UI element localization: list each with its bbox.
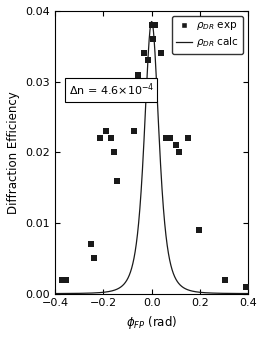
- Legend: $\rho_{DR}$ exp, $\rho_{DR}$ calc: $\rho_{DR}$ exp, $\rho_{DR}$ calc: [172, 16, 243, 54]
- Point: [153, 22, 157, 28]
- Point: [128, 79, 132, 84]
- Point: [149, 22, 154, 28]
- Point: [112, 150, 116, 155]
- Point: [159, 51, 163, 56]
- Point: [92, 256, 96, 261]
- Point: [142, 51, 147, 56]
- Point: [131, 128, 136, 134]
- Point: [174, 143, 178, 148]
- Point: [136, 72, 140, 77]
- Point: [151, 37, 155, 42]
- X-axis label: $\phi_{FP}$ (rad): $\phi_{FP}$ (rad): [126, 314, 177, 331]
- Point: [64, 277, 68, 282]
- Point: [177, 150, 182, 155]
- Y-axis label: Diffraction Efficiency: Diffraction Efficiency: [7, 91, 20, 214]
- Point: [244, 284, 248, 289]
- Point: [168, 136, 172, 141]
- Point: [197, 227, 201, 233]
- Text: $\Delta$n = 4.6×10$^{-4}$: $\Delta$n = 4.6×10$^{-4}$: [69, 82, 154, 98]
- Point: [186, 136, 190, 141]
- Point: [223, 277, 227, 282]
- Point: [89, 241, 93, 247]
- Point: [109, 136, 113, 141]
- Point: [164, 136, 168, 141]
- Point: [104, 128, 108, 134]
- Point: [115, 178, 119, 183]
- Point: [146, 58, 150, 63]
- Point: [98, 136, 102, 141]
- Point: [60, 277, 64, 282]
